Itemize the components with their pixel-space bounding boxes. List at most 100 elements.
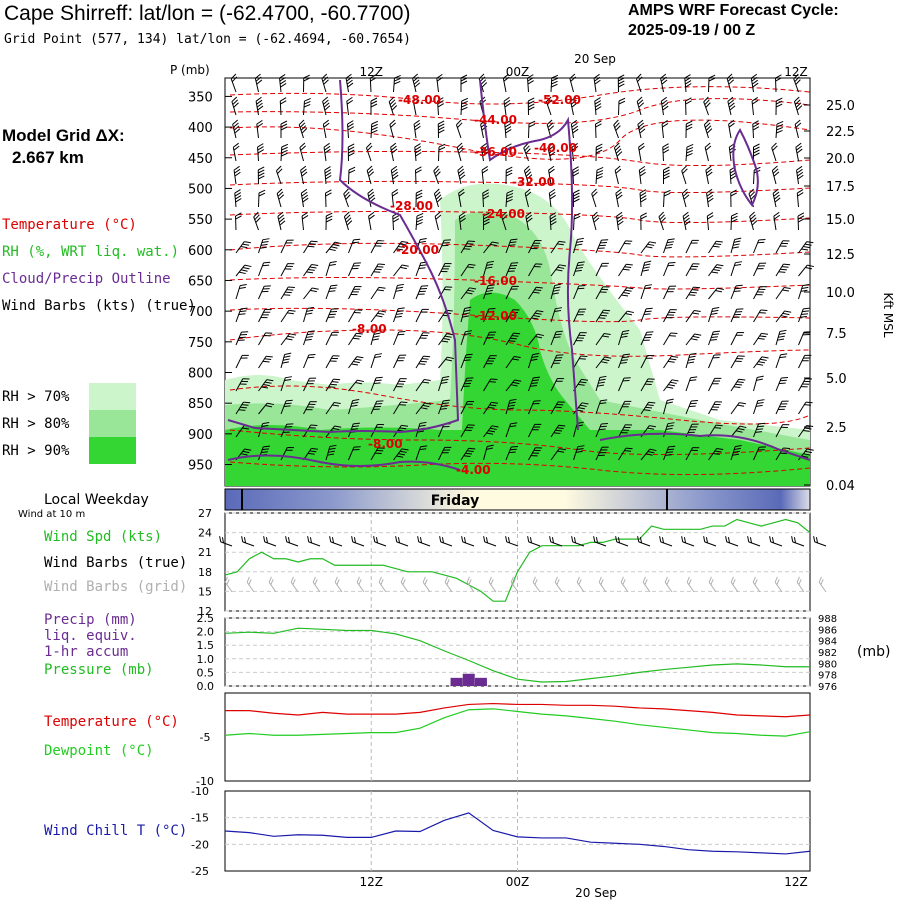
- wind-barb-flag: [573, 215, 581, 220]
- wind-barb-flag: [467, 266, 474, 269]
- wind-barb-staff: [524, 193, 529, 208]
- wind-barb-flag: [714, 266, 722, 269]
- wind-barb-flag: [300, 145, 307, 151]
- wind-barb: [457, 165, 466, 185]
- wind-barb-flag: [637, 119, 644, 125]
- wind-barb-flag: [735, 445, 742, 448]
- wind-barb-flag: [555, 380, 563, 382]
- wind-barb-flag: [348, 152, 355, 157]
- wind-barb-flag: [577, 264, 584, 267]
- wind-barb-flag: [444, 263, 452, 265]
- barb-flag: [749, 537, 753, 544]
- wind-barb: [415, 445, 428, 461]
- wind-barb-flag: [531, 382, 538, 384]
- wind-barb-flag: [557, 401, 565, 403]
- barb-flag: [400, 576, 404, 583]
- wind-barb-flag: [459, 174, 466, 180]
- wind-barb: [232, 119, 241, 139]
- wind-barb-flag: [756, 428, 764, 431]
- surface-wind-barb-true: [637, 536, 651, 547]
- wind-barb-flag: [419, 264, 427, 267]
- wind-barb-flag: [466, 450, 474, 453]
- wind-barb-staff: [455, 124, 462, 139]
- wind-barb-flag: [392, 174, 399, 180]
- wind-barb-staff: [730, 309, 738, 323]
- wind-barb: [595, 399, 608, 415]
- wind-barb-flag: [620, 362, 627, 364]
- wind-barb-flag: [391, 148, 398, 154]
- wind-barb-flag: [533, 400, 541, 402]
- wind-barb-flag: [685, 126, 693, 131]
- wind-barb-flag: [690, 338, 698, 341]
- wind-barb: [793, 96, 803, 116]
- wind-barb-flag: [389, 99, 396, 105]
- wind-barb-flag: [277, 211, 284, 217]
- barb-flag: [776, 579, 780, 585]
- pressure-tick-label: 500: [188, 182, 213, 197]
- wind-barb-staff: [365, 147, 372, 162]
- wind-barb-flag: [463, 359, 471, 362]
- barb-staff: [730, 581, 739, 593]
- wind-barb-flag: [559, 264, 567, 267]
- wind-chill-y-tick: -20: [191, 838, 209, 851]
- wind-barb: [368, 211, 375, 231]
- wind-barb-flag: [374, 405, 381, 408]
- barb-staff: [532, 581, 541, 593]
- wind-barb-flag: [280, 123, 288, 128]
- wind-barb-flag: [485, 363, 493, 365]
- wind-barb: [775, 400, 789, 415]
- wind-barb-flag: [670, 309, 677, 311]
- wind-barb: [415, 212, 424, 231]
- wind-barb-flag: [257, 146, 264, 151]
- wind-barb-flag: [438, 146, 446, 151]
- barb-flag: [290, 576, 294, 583]
- wind-barb-flag: [435, 171, 441, 177]
- wind-barb-staff: [275, 170, 282, 185]
- wind-barb-staff: [573, 262, 579, 277]
- wind-barb-flag: [490, 355, 497, 357]
- wind-barb-flag: [594, 97, 601, 102]
- wind-barb-staff: [794, 124, 799, 139]
- wind-barb-flag: [772, 168, 779, 174]
- rh-70-label: RH > 70%: [2, 389, 70, 405]
- wind-barb-flag: [640, 198, 647, 203]
- wind-barb-flag: [489, 404, 497, 407]
- wind-barb: [640, 307, 653, 323]
- wind-barb-staff: [595, 239, 602, 254]
- wind-barb-flag: [329, 263, 336, 266]
- surface-wind-barb-grid: [620, 576, 629, 593]
- wind-barb-flag: [258, 175, 265, 180]
- wind-barb-staff: [550, 355, 558, 369]
- wind-barb-flag: [482, 189, 489, 194]
- wind-barb-flag: [555, 330, 563, 333]
- wind-barb: [640, 212, 647, 231]
- wind-barb-flag: [682, 168, 688, 174]
- wind-barb-flag: [283, 405, 291, 408]
- wind-barb-flag: [351, 363, 359, 366]
- wind-barb-flag: [234, 192, 242, 197]
- wind-barb-staff: [749, 216, 754, 231]
- wind-barb: [775, 353, 788, 369]
- wind-barb-flag: [734, 287, 742, 290]
- wind-barb-flag: [441, 244, 449, 247]
- wind-barb-flag: [595, 106, 602, 111]
- wind-barb: [730, 212, 738, 231]
- wind-barb-staff: [772, 193, 777, 208]
- wind-barb: [301, 212, 309, 231]
- wind-barb-flag: [354, 358, 362, 361]
- wind-barb-flag: [234, 171, 241, 177]
- wind-barb-staff: [528, 377, 534, 392]
- temp-label: -48.00: [398, 93, 441, 107]
- wind-barb: [730, 445, 742, 461]
- barb-flag: [353, 537, 357, 544]
- wind-barb-flag: [329, 360, 337, 362]
- wind-barb-flag: [531, 317, 539, 320]
- wind-barb-flag: [668, 261, 676, 264]
- wind-barb-staff: [460, 100, 463, 116]
- wind-barb-flag: [665, 317, 673, 319]
- wind-barb-flag: [396, 455, 404, 458]
- wind-barb-flag: [415, 169, 422, 174]
- wind-y-tick: 15: [198, 585, 212, 598]
- wind-barb-flag: [509, 425, 517, 428]
- wind-barb-flag: [734, 360, 742, 362]
